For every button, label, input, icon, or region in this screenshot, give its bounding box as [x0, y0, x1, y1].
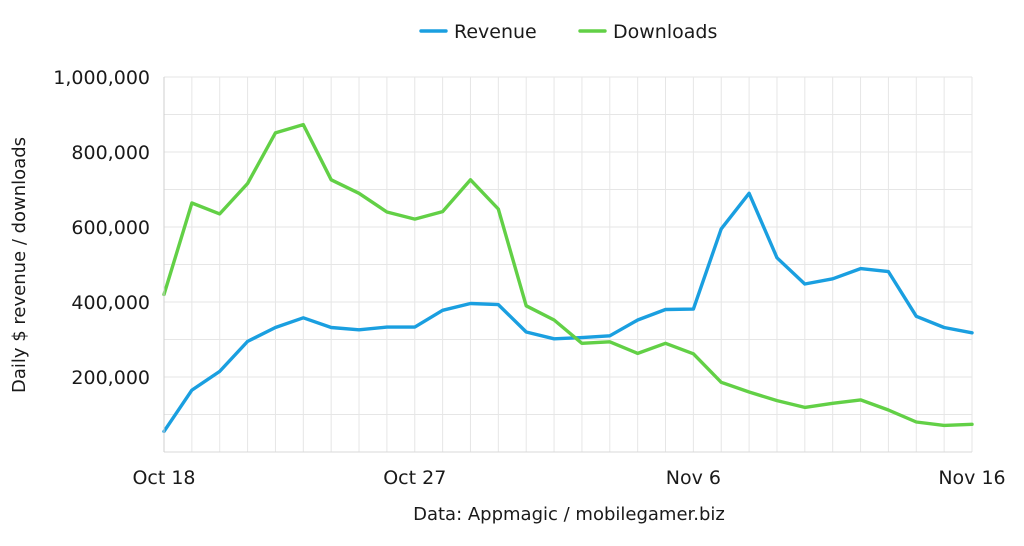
y-tick-label: 400,000 [71, 292, 150, 314]
y-tick-label: 600,000 [71, 217, 150, 239]
x-tick-label: Oct 27 [383, 467, 446, 489]
x-tick-label: Nov 16 [938, 467, 1005, 489]
y-axis-title: Daily $ revenue / downloads [9, 137, 30, 393]
x-tick-label: Oct 18 [132, 467, 195, 489]
horizontal-gridlines [164, 76, 972, 453]
y-tick-label: 1,000,000 [53, 67, 150, 89]
y-tick-label: 800,000 [71, 142, 150, 164]
legend: Revenue Downloads [419, 21, 717, 43]
y-axis-tick-labels: 200,000 400,000 600,000 800,000 1,000,000 [53, 67, 150, 389]
series-layer [162, 122, 974, 434]
legend-label-revenue: Revenue [454, 21, 537, 43]
x-tick-label: Nov 6 [666, 467, 721, 489]
x-axis-tick-labels: Oct 18 Oct 27 Nov 6 Nov 16 [132, 467, 1005, 489]
legend-item-revenue: Revenue [419, 21, 537, 43]
legend-item-downloads: Downloads [578, 21, 717, 43]
series-line-revenue [162, 191, 974, 434]
legend-label-downloads: Downloads [613, 21, 717, 43]
source-caption: Data: Appmagic / mobilegamer.biz [413, 504, 725, 525]
series-line-downloads [162, 122, 974, 428]
y-tick-label: 200,000 [71, 367, 150, 389]
